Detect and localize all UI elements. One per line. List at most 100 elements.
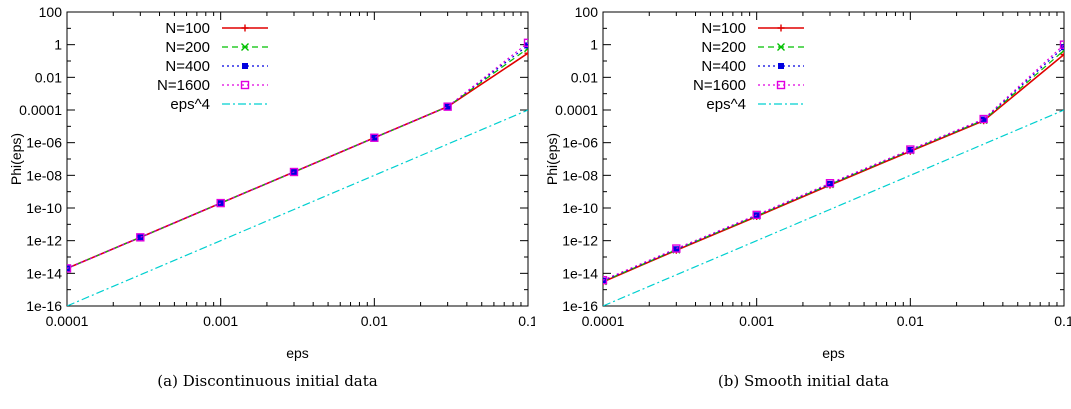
y-tick-label: 1e-16 — [562, 298, 598, 314]
legend-marker — [776, 80, 786, 90]
legend-marker — [777, 24, 785, 32]
y-tick-label: 0.01 — [571, 69, 598, 85]
legend-marker — [240, 80, 250, 90]
x-axis-label: eps — [286, 345, 309, 361]
y-tick-label: 1 — [590, 37, 598, 53]
data-point — [67, 264, 72, 273]
y-tick-label: 1e-08 — [562, 167, 598, 183]
legend-marker — [241, 43, 249, 51]
series-line — [67, 109, 528, 306]
data-point — [825, 178, 835, 188]
series-n-200 — [603, 46, 1064, 286]
x-tick-label: 0.1 — [1054, 313, 1071, 329]
y-tick-label: 100 — [39, 4, 63, 20]
data-point — [1061, 44, 1064, 51]
y-tick-label: 100 — [575, 4, 599, 20]
legend-label: N=100 — [701, 20, 746, 37]
series-n-200 — [67, 44, 528, 273]
legend-marker — [777, 43, 785, 51]
x-tick-label: 0.001 — [203, 313, 238, 329]
x-tick-label: 0.01 — [361, 313, 388, 329]
series-n-100 — [67, 49, 528, 272]
data-point — [216, 198, 225, 208]
data-point — [1059, 40, 1064, 49]
y-tick-label: 1e-14 — [562, 265, 598, 281]
series-line — [603, 44, 1064, 281]
plot-frame — [602, 11, 1065, 307]
legend-label: N=100 — [165, 20, 210, 37]
data-point — [980, 116, 987, 123]
data-point — [603, 275, 608, 285]
data-point — [603, 277, 606, 284]
series-n-400 — [603, 44, 1064, 284]
y-tick-label: 0.0001 — [555, 102, 598, 118]
y-axis-label: Phi(eps) — [544, 133, 560, 185]
data-point — [672, 244, 681, 253]
y-tick-label: 1e-08 — [26, 167, 62, 183]
y-tick-label: 1 — [54, 37, 62, 53]
x-tick-label: 0.0001 — [46, 313, 89, 329]
legend-label: eps^4 — [706, 96, 746, 113]
y-tick-label: 1e-06 — [26, 135, 62, 151]
x-tick-label: 0.1 — [518, 313, 535, 329]
data-point — [826, 180, 833, 187]
x-tick-label: 0.0001 — [582, 313, 625, 329]
series-line — [67, 42, 528, 269]
y-tick-label: 1e-12 — [26, 233, 62, 249]
y-tick-label: 1e-06 — [562, 135, 598, 151]
series-eps-4 — [67, 109, 528, 306]
legend-marker — [778, 63, 784, 69]
plot-frame — [66, 11, 529, 307]
data-point — [137, 234, 144, 241]
x-axis-label: eps — [822, 345, 845, 361]
data-point — [1060, 51, 1064, 59]
y-tick-label: 1e-14 — [26, 265, 62, 281]
y-tick-label: 0.0001 — [19, 102, 62, 118]
caption-a: (a) Discontinuous initial data — [157, 372, 378, 390]
data-point — [525, 42, 528, 49]
data-point — [752, 210, 761, 220]
data-point — [523, 38, 528, 48]
legend-label: N=1600 — [693, 77, 746, 94]
legend-label: eps^4 — [170, 96, 210, 113]
y-tick-label: 1e-16 — [26, 298, 62, 314]
y-tick-label: 1e-12 — [562, 233, 598, 249]
legend-label: N=400 — [701, 58, 746, 75]
data-point — [673, 246, 680, 253]
data-point — [524, 49, 528, 57]
data-point — [289, 167, 299, 177]
series-n-1600 — [67, 38, 528, 273]
legend-label: N=1600 — [157, 77, 210, 94]
data-point — [371, 134, 378, 141]
data-point — [979, 114, 988, 124]
legend-label: N=200 — [701, 39, 746, 56]
data-point — [444, 103, 451, 110]
legend-marker — [241, 24, 249, 32]
chart-b: 0.0001 0.001 0.01 0.11e-161e-141e-121e-101e… — [544, 4, 1071, 361]
legend-label: N=400 — [165, 58, 210, 75]
series-eps-4 — [603, 109, 1064, 306]
series-n-100 — [603, 51, 1064, 286]
data-point — [136, 233, 145, 242]
chart-a: 0.0001 0.001 0.01 0.11e-161e-141e-121e-101e… — [8, 4, 535, 361]
series-line — [603, 109, 1064, 306]
data-point — [370, 133, 379, 142]
data-point — [906, 145, 915, 154]
legend: N=100 N=200 N=400 N=1600 eps^4 — [157, 20, 268, 113]
data-point — [907, 146, 914, 153]
series-n-1600 — [603, 40, 1064, 285]
y-tick-label: 1e-10 — [562, 200, 598, 216]
y-tick-label: 1e-10 — [26, 200, 62, 216]
legend: N=100 N=200 N=400 N=1600 eps^4 — [693, 20, 804, 113]
y-tick-label: 0.01 — [35, 69, 62, 85]
legend-marker — [242, 63, 248, 69]
y-axis-label: Phi(eps) — [8, 133, 24, 185]
figure-a: 0.0001 0.001 0.01 0.1 1e-16 1e-14 1e-12 1e-10 1e… — [0, 0, 535, 409]
series-n-400 — [67, 42, 528, 272]
caption-b: (b) Smooth initial data — [717, 372, 890, 390]
figure-b: 0.0001 0.001 0.01 0.1 1e-16 1e-14 1e-12 1e-10 1e… — [536, 0, 1071, 409]
x-tick-label: 0.01 — [897, 313, 924, 329]
x-tick-label: 0.001 — [739, 313, 774, 329]
data-point — [443, 102, 452, 111]
legend-label: N=200 — [165, 39, 210, 56]
